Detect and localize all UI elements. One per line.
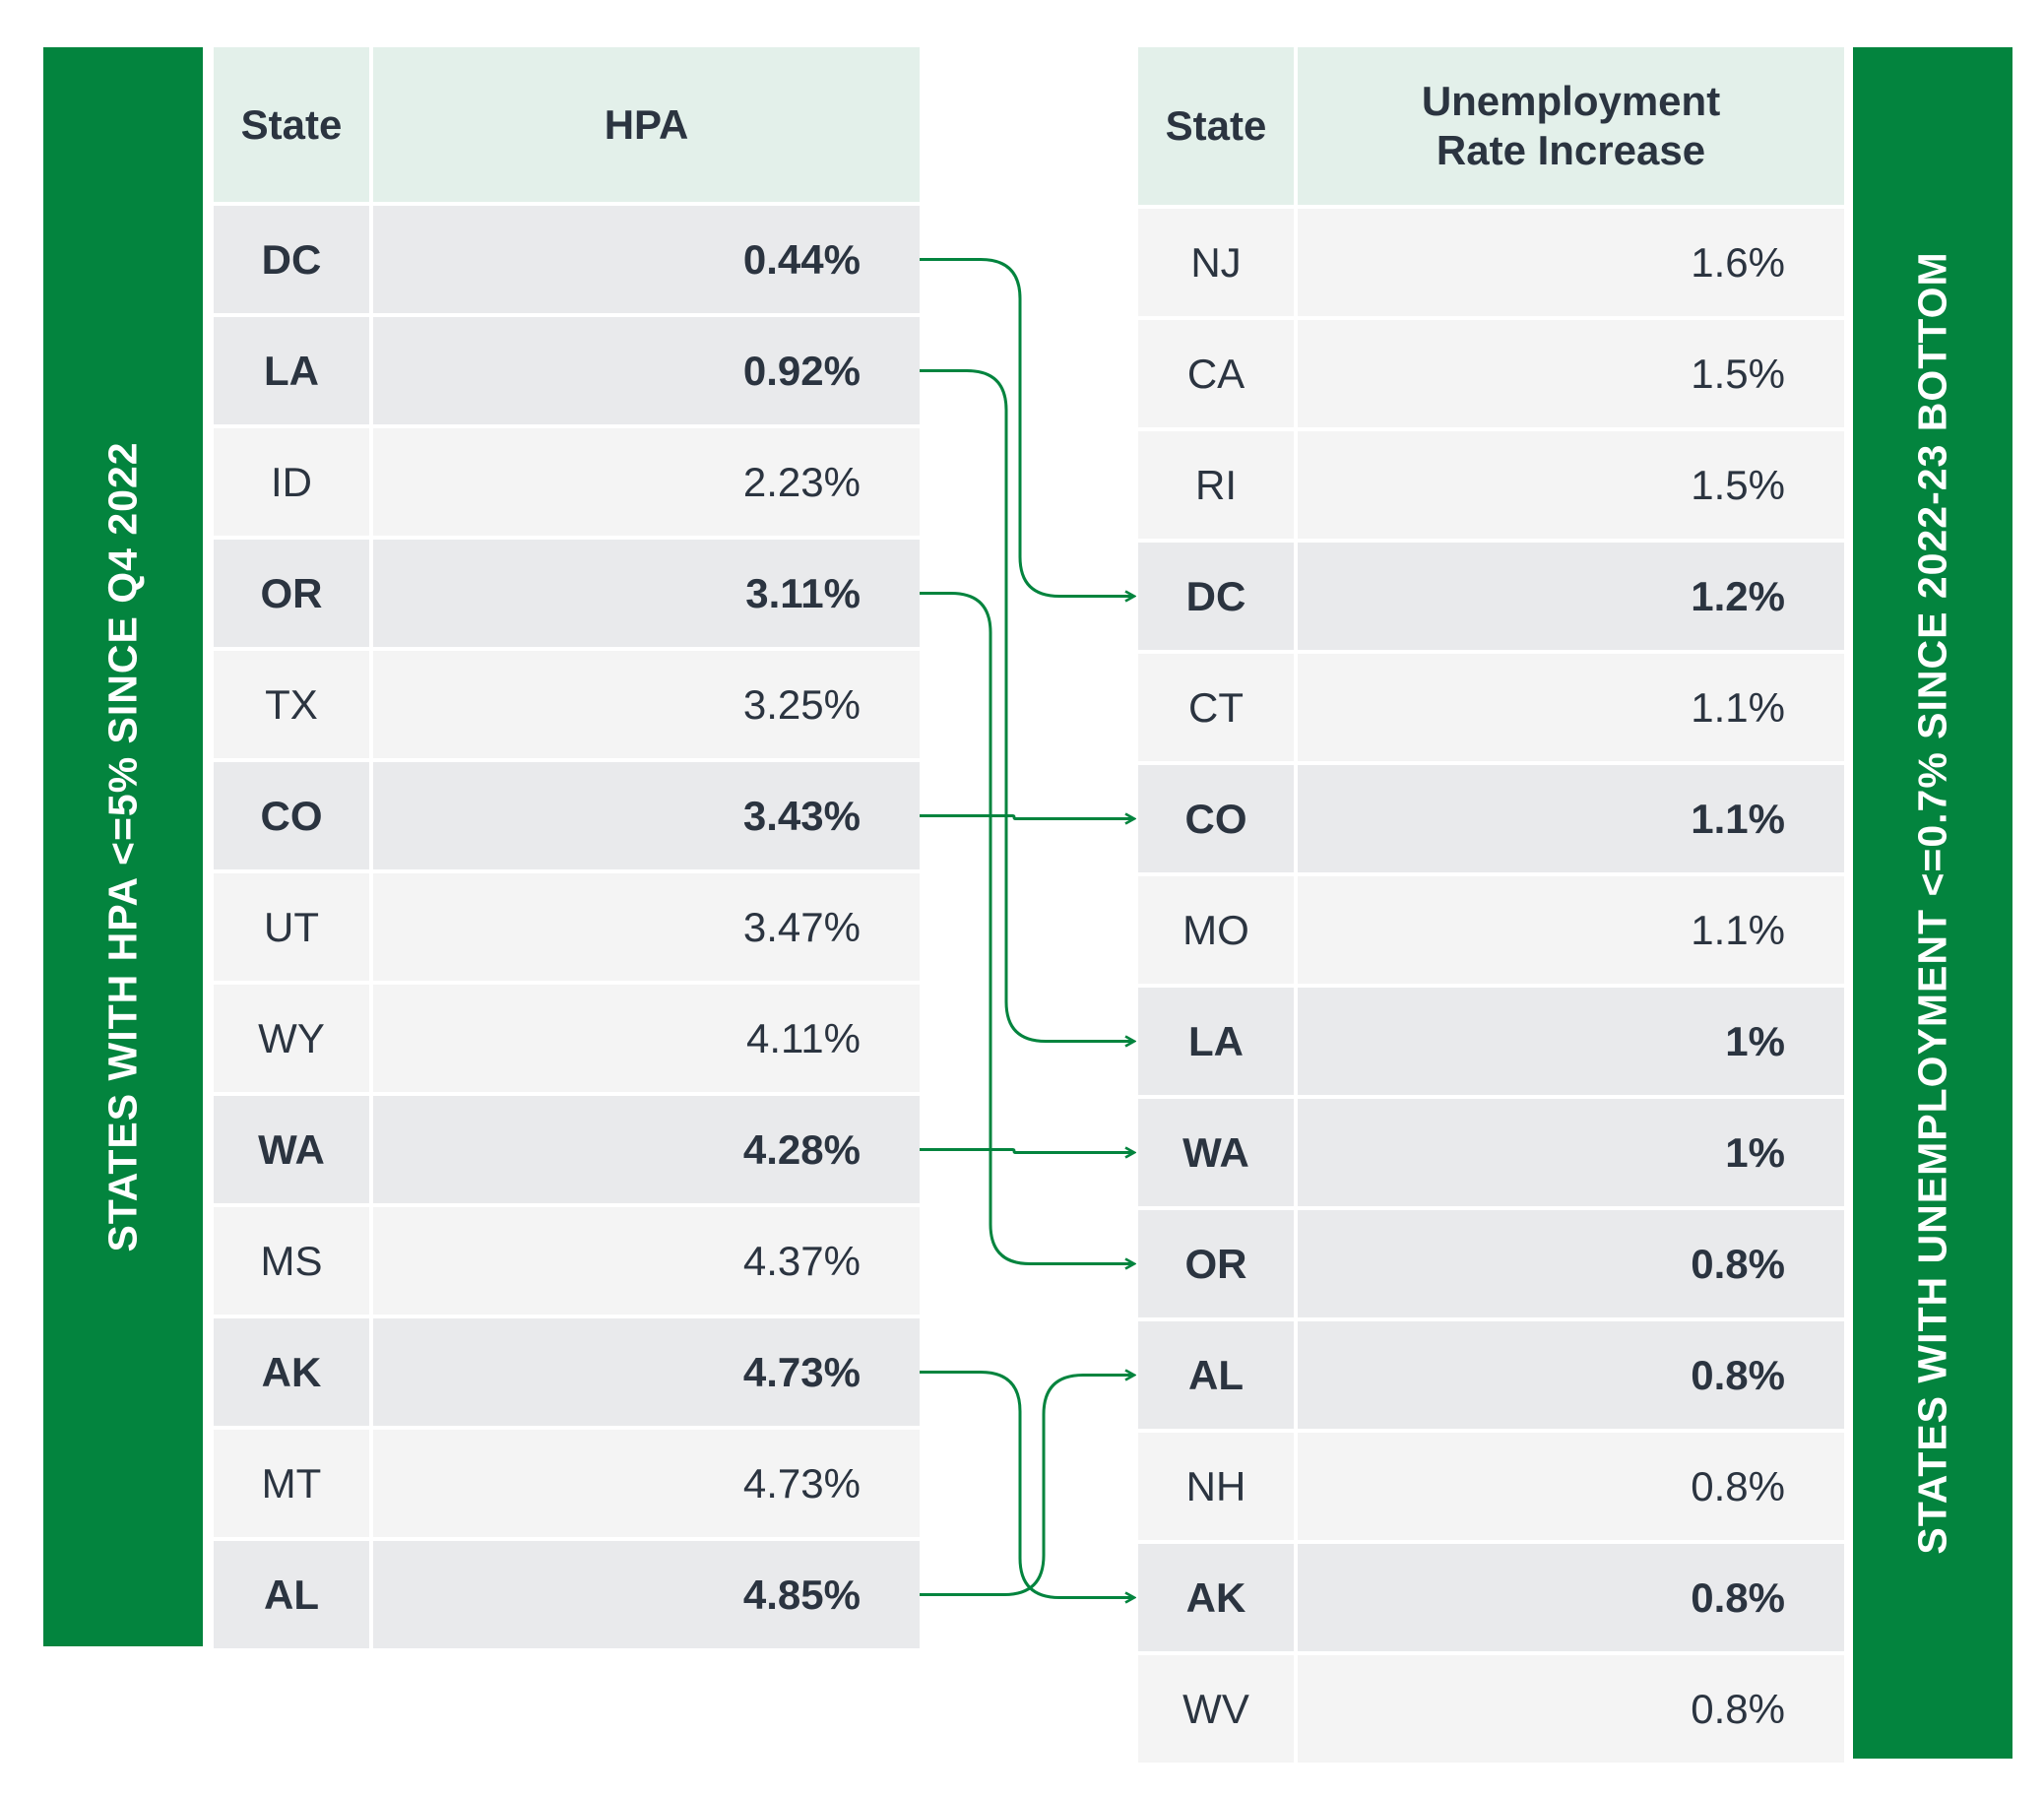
unemp-row-la-state: LA [1138,988,1294,1095]
unemp-row-co-value: 1.1% [1298,765,1844,872]
hpa-header-value: HPA [373,47,920,202]
connector-la [920,369,1134,1042]
hpa-row-ut-state: UT [214,873,369,981]
hpa-row-id-value: 2.23% [373,428,920,536]
unemp-row-or-state: OR [1138,1210,1294,1317]
unemp-row-la-value: 1% [1298,988,1844,1095]
hpa-header-state: State [214,47,369,202]
unemp-row-dc-state: DC [1138,543,1294,650]
unemp-row-nj-value: 1.6% [1298,209,1844,316]
unemp-row-or-value: 0.8% [1298,1210,1844,1317]
hpa-row-tx-value: 3.25% [373,651,920,758]
hpa-row-la-state: LA [214,317,369,424]
right-band: STATES WITH UNEMPLOYMENT <=0.7% SINCE 20… [1853,47,2012,1759]
connector-wa [920,1150,1134,1153]
unemp-row-mo-state: MO [1138,876,1294,984]
unemployment-table: State Unemployment Rate Increase NJ 1.6% CA 1… [1138,47,1844,1763]
unemp-row-ak-state: AK [1138,1544,1294,1651]
unemp-row-mo-value: 1.1% [1298,876,1844,984]
connector-or [920,592,1134,1264]
hpa-table: State HPA DC 0.44% LA 0.92% ID 2.23% OR 3.11% TX 3.… [214,47,920,1648]
hpa-row-tx-state: TX [214,651,369,758]
unemp-row-nh-value: 0.8% [1298,1433,1844,1540]
hpa-row-al-state: AL [214,1541,369,1648]
hpa-row-wy-state: WY [214,985,369,1092]
unemp-row-ca-state: CA [1138,320,1294,427]
hpa-row-ak-state: AK [214,1318,369,1426]
hpa-row-wa-state: WA [214,1096,369,1203]
unemp-header-value: Unemployment Rate Increase [1298,47,1844,205]
unemp-row-wv-value: 0.8% [1298,1655,1844,1763]
unemp-row-co-state: CO [1138,765,1294,872]
unemp-row-wv-state: WV [1138,1655,1294,1763]
hpa-row-wa-value: 4.28% [373,1096,920,1203]
unemp-row-nh-state: NH [1138,1433,1294,1540]
unemp-row-ak-value: 0.8% [1298,1544,1844,1651]
hpa-row-ms-value: 4.37% [373,1207,920,1315]
hpa-row-dc-value: 0.44% [373,206,920,313]
hpa-row-ms-state: MS [214,1207,369,1315]
hpa-row-or-value: 3.11% [373,540,920,647]
connector-ak [920,1371,1134,1598]
unemp-row-wa-value: 1% [1298,1099,1844,1206]
unemp-row-ri-value: 1.5% [1298,431,1844,539]
unemp-row-ca-value: 1.5% [1298,320,1844,427]
hpa-row-co-value: 3.43% [373,762,920,869]
unemp-row-ri-state: RI [1138,431,1294,539]
connector-dc [920,258,1134,597]
hpa-row-al-value: 4.85% [373,1541,920,1648]
hpa-row-dc-state: DC [214,206,369,313]
unemp-row-al-value: 0.8% [1298,1321,1844,1429]
hpa-row-or-state: OR [214,540,369,647]
hpa-row-id-state: ID [214,428,369,536]
hpa-row-ut-value: 3.47% [373,873,920,981]
unemp-row-ct-state: CT [1138,654,1294,761]
unemp-row-dc-value: 1.2% [1298,543,1844,650]
unemp-row-wa-state: WA [1138,1099,1294,1206]
hpa-row-ak-value: 4.73% [373,1318,920,1426]
unemp-row-nj-state: NJ [1138,209,1294,316]
unemp-header-state: State [1138,47,1294,205]
hpa-row-co-state: CO [214,762,369,869]
connector-al [920,1376,1134,1596]
hpa-row-wy-value: 4.11% [373,985,920,1092]
hpa-row-la-value: 0.92% [373,317,920,424]
connector-co [920,816,1134,819]
hpa-row-mt-state: MT [214,1430,369,1537]
unemp-row-ct-value: 1.1% [1298,654,1844,761]
hpa-row-mt-value: 4.73% [373,1430,920,1537]
left-band: STATES WITH HPA <=5% SINCE Q4 2022 [43,47,203,1646]
unemp-row-al-state: AL [1138,1321,1294,1429]
